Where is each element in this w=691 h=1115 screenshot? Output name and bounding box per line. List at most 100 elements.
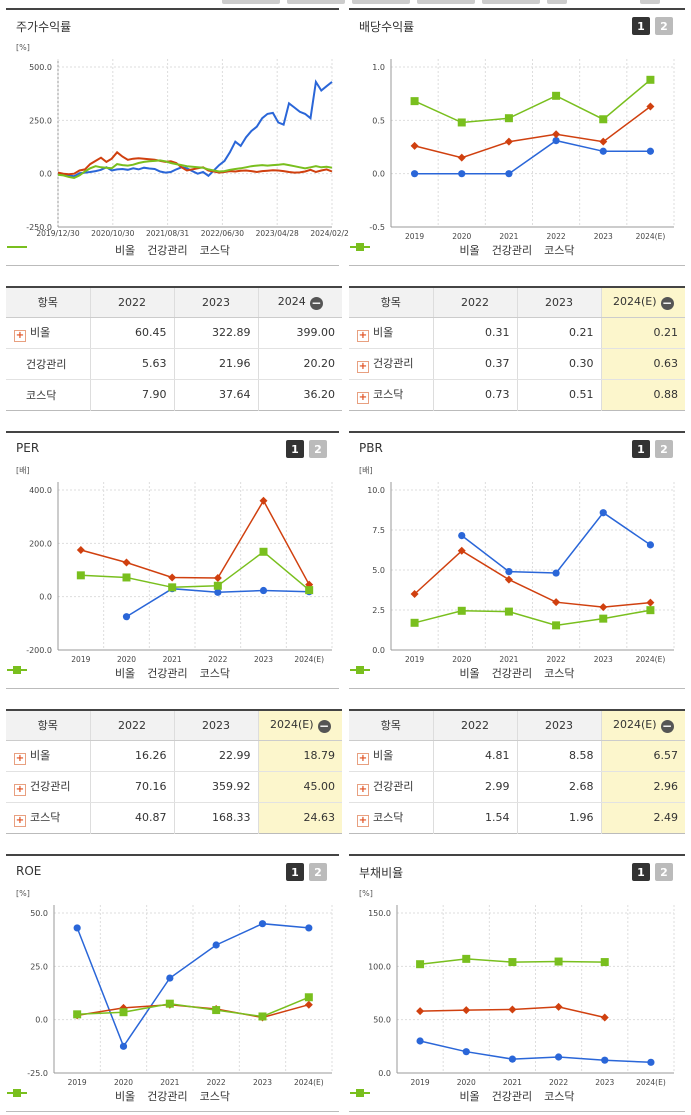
row-label[interactable]: + 코스닥: [357, 810, 404, 827]
legend-item[interactable]: 건강관리: [7, 665, 188, 681]
legend-item[interactable]: 코스닥: [7, 242, 231, 258]
data-point: [212, 941, 220, 949]
legend-item[interactable]: 건강관리: [350, 242, 532, 258]
chart-mode-1-button[interactable]: 1: [286, 863, 304, 881]
chart-mode-2-button[interactable]: 2: [655, 863, 673, 881]
panel-title: PBR: [359, 441, 383, 455]
legend-label: 코스닥: [199, 244, 231, 257]
data-point: [119, 1008, 128, 1017]
x-tick-label: 2022/06/30: [201, 229, 244, 238]
legend-item[interactable]: 비올: [350, 665, 480, 681]
chart-mode-2-button[interactable]: 2: [655, 17, 673, 35]
data-point: [457, 606, 466, 615]
expand-plus-icon[interactable]: +: [357, 814, 369, 827]
cell-value: 40.87: [89, 802, 174, 833]
column-header-item: 항목: [349, 287, 433, 318]
data-point: [259, 547, 268, 556]
column-header-year: 2023: [173, 287, 258, 318]
y-axis-unit: [%]: [359, 889, 373, 898]
x-tick-label: 2021: [503, 1078, 522, 1087]
legend-item[interactable]: 건강관리: [350, 665, 532, 681]
chart-mode-2-button[interactable]: 2: [309, 863, 327, 881]
chart-mode-1-button[interactable]: 1: [632, 863, 650, 881]
legend-item[interactable]: 코스닥: [350, 1088, 575, 1104]
data-point: [119, 1003, 128, 1012]
cell-value: 0.30: [516, 348, 601, 380]
data-point: [552, 137, 560, 145]
row-label[interactable]: + 건강관리: [6, 771, 90, 803]
legend-item[interactable]: 코스닥: [350, 242, 575, 258]
row-label[interactable]: + 코스닥: [14, 810, 61, 827]
legend-item[interactable]: 코스닥: [7, 665, 230, 681]
legend-label: 비올: [114, 1090, 136, 1103]
expand-plus-icon[interactable]: +: [14, 329, 26, 342]
legend-item[interactable]: 코스닥: [7, 1088, 230, 1104]
cell-value: 20.20: [257, 348, 342, 380]
cell-value: 2.68: [516, 771, 601, 803]
legend-item[interactable]: 비올: [350, 1088, 480, 1104]
chart-mode-1-button[interactable]: 1: [632, 440, 650, 458]
data-point: [410, 618, 419, 627]
expand-plus-icon[interactable]: +: [14, 752, 26, 765]
collapse-minus-icon[interactable]: −: [660, 295, 674, 310]
data-point: [165, 999, 174, 1008]
expand-plus-icon[interactable]: +: [357, 329, 369, 342]
y-tick-label: 25.0: [30, 962, 48, 971]
chart-mode-2-button[interactable]: 2: [309, 440, 327, 458]
y-tick-label: 200.0: [29, 539, 52, 548]
row-label[interactable]: + 건강관리: [349, 348, 433, 380]
legend-square-icon: [350, 666, 370, 674]
row-label[interactable]: + 건강관리: [349, 771, 433, 803]
row-label[interactable]: + 비올: [349, 317, 433, 349]
expand-plus-icon[interactable]: +: [14, 783, 26, 796]
collapse-minus-icon[interactable]: −: [309, 295, 323, 310]
legend-item[interactable]: 비올: [7, 1088, 136, 1104]
chart-legend: 비올 건강관리 코스닥: [349, 242, 685, 258]
data-point: [76, 571, 85, 580]
data-point: [508, 958, 517, 967]
series-line-2: [414, 549, 651, 608]
row-label[interactable]: + 코스닥: [357, 387, 404, 404]
expand-plus-icon[interactable]: +: [14, 814, 26, 827]
chart-mode-1-button[interactable]: 1: [286, 440, 304, 458]
legend-item[interactable]: 비올: [7, 242, 135, 258]
table-row: + 건강관리 0.37 0.30 0.63: [349, 348, 685, 380]
expand-plus-icon[interactable]: +: [357, 360, 369, 373]
x-tick-label: 2024/02/29: [310, 229, 353, 238]
data-point: [457, 546, 466, 555]
stock-return-table: 항목 2022 2023 2024− + 비올 60.45 322.89 399.00 건강관리 5…: [6, 286, 342, 411]
panel-title: 부채비율: [359, 866, 404, 880]
chart-svg: [배] 400.0 200.0 0.0 -200.0 2019 2020 2021 2022 20…: [16, 466, 333, 664]
expand-plus-icon[interactable]: +: [357, 752, 369, 765]
legend-item[interactable]: 건강관리: [7, 242, 188, 258]
x-tick-label: 2020: [452, 655, 471, 664]
row-label[interactable]: + 비올: [6, 317, 90, 349]
expand-plus-icon[interactable]: +: [357, 391, 369, 404]
row-label[interactable]: + 비올: [6, 740, 90, 772]
series-line-1: [57, 79, 333, 178]
data-point: [504, 114, 513, 123]
cell-value: 16.26: [89, 740, 174, 772]
chart-mode-1-button[interactable]: 1: [632, 17, 650, 35]
table-row: + 비올 16.26 22.99 18.79: [6, 740, 342, 772]
y-tick-label: 0.0: [35, 1016, 48, 1025]
legend-item[interactable]: 비올: [7, 665, 135, 681]
x-tick-label: 2020: [457, 1078, 476, 1087]
legend-item[interactable]: 건강관리: [7, 1088, 188, 1104]
table-row: + 비올 0.31 0.21 0.21: [349, 317, 685, 349]
data-point: [554, 1053, 563, 1061]
legend-item[interactable]: 코스닥: [350, 665, 575, 681]
y-tick-label: 1.0: [372, 63, 385, 72]
expand-plus-icon[interactable]: +: [357, 783, 369, 796]
legend-item[interactable]: 비올: [350, 242, 480, 258]
cell-value: 322.89: [173, 317, 258, 349]
y-tick-label: -25.0: [27, 1069, 48, 1078]
legend-item[interactable]: 건강관리: [350, 1088, 532, 1104]
data-point: [554, 957, 563, 966]
chart-mode-2-button[interactable]: 2: [655, 440, 673, 458]
collapse-minus-icon[interactable]: −: [660, 718, 674, 733]
cell-value: 1.96: [516, 802, 601, 833]
collapse-minus-icon[interactable]: −: [317, 718, 331, 733]
row-label[interactable]: + 비올: [349, 740, 433, 772]
